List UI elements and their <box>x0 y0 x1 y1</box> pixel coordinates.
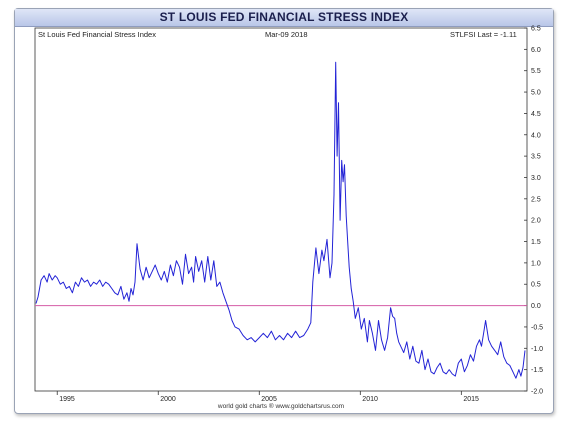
y-tick-label: 3.5 <box>531 154 541 161</box>
series-legend-label: St Louis Fed Financial Stress Index <box>38 30 156 39</box>
y-tick-label: 0.0 <box>531 303 541 310</box>
y-tick-label: 3.0 <box>531 175 541 182</box>
y-tick-label: -1.5 <box>531 367 543 374</box>
series-line-stlfsi <box>35 61 526 379</box>
y-tick-label: 2.0 <box>531 218 541 225</box>
y-tick-label: 1.5 <box>531 239 541 246</box>
last-value-label: STLFSI Last = -1.11 <box>450 30 517 39</box>
y-tick-label: 4.5 <box>531 111 541 118</box>
y-tick-label: 1.0 <box>531 260 541 267</box>
x-tick-label: 2015 <box>463 396 479 403</box>
y-tick-label: 0.5 <box>531 282 541 289</box>
y-tick-label: 2.5 <box>531 196 541 203</box>
x-axis: 1995 2000 2005 2010 2015 <box>56 391 479 403</box>
y-tick-label: 6.5 <box>531 26 541 33</box>
y-tick-label: -1.0 <box>531 346 543 353</box>
plot-area-border <box>34 27 528 392</box>
date-label: Mar-09 2018 <box>265 30 308 39</box>
chart-frame: ST LOUIS FED FINANCIAL STRESS INDEX St L… <box>14 8 554 414</box>
x-tick-label: 1995 <box>59 396 75 403</box>
y-tick-label: 5.5 <box>531 68 541 75</box>
y-tick-label: -2.0 <box>531 389 543 396</box>
x-tick-label: 2005 <box>261 396 277 403</box>
x-tick-label: 2000 <box>160 396 176 403</box>
y-tick-label: 5.0 <box>531 90 541 97</box>
chart-svg: St Louis Fed Financial Stress Index Mar-… <box>34 26 543 410</box>
chart-title: ST LOUIS FED FINANCIAL STRESS INDEX <box>15 9 553 27</box>
footer-credit: world gold charts ® www.goldchartsrus.co… <box>217 402 344 410</box>
y-tick-label: 4.0 <box>531 132 541 139</box>
y-tick-label: 6.0 <box>531 47 541 54</box>
x-tick-label: 2010 <box>362 396 378 403</box>
y-tick-label: -0.5 <box>531 324 543 331</box>
